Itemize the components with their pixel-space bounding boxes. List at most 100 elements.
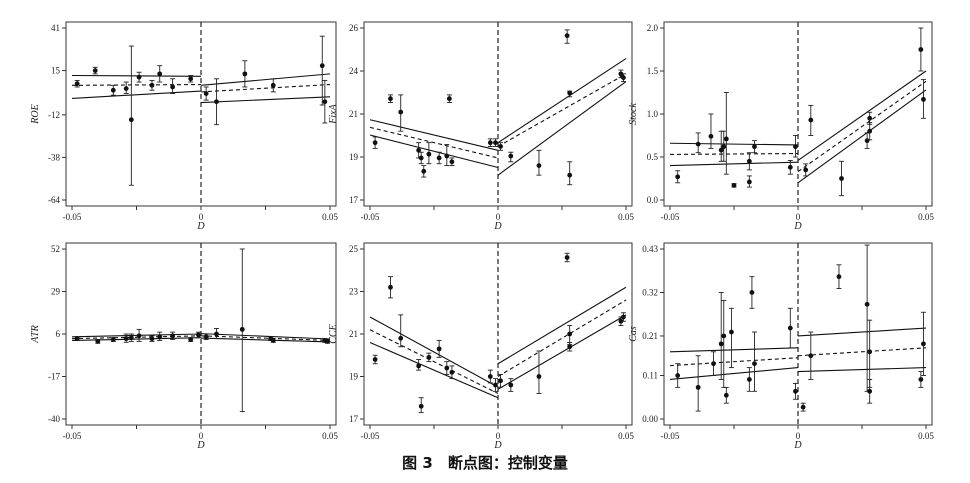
data-point [675,174,681,180]
data-point [867,388,873,394]
data-point [864,138,870,144]
x-tick-label: -0.05 [361,431,380,441]
data-point [723,392,729,398]
x-tick-label: 0 [796,431,801,441]
y-axis-label: Stock [628,103,639,125]
data-point [567,331,573,337]
data-point [136,74,142,80]
ci-upper-left [369,316,499,388]
chart-panel-roe: -0.05 0 0.05 -64 -38 -12 15 41 D ROE [30,21,338,232]
data-point [322,99,328,105]
data-point [325,338,330,344]
y-axis-label: ROE [30,104,41,124]
y-tick-label: 52 [51,244,60,254]
data-point [839,176,844,181]
data-point [110,337,116,342]
data-point [203,91,209,96]
fit-line-right [497,73,627,147]
x-tick-label: 0 [496,431,501,441]
y-tick-label: 1.0 [647,109,659,119]
x-axis-label: D [196,221,205,232]
ci-lower-right [497,81,627,176]
ci-upper-left [71,333,202,338]
ci-upper-left [669,347,799,353]
ci-lower-right [200,337,331,343]
data-point [128,117,134,123]
y-tick-label: 0.0 [647,195,659,205]
x-tick-label: 0.05 [322,212,338,222]
data-point [921,341,926,347]
data-point [136,333,142,339]
y-axis-label: Cas [628,326,639,342]
x-axis-label: D [493,440,502,451]
data-point [808,353,814,359]
data-point [418,155,424,161]
data-point [487,140,493,146]
data-point [74,336,80,342]
y-axis-label: CCE [328,324,339,343]
data-point [444,365,450,371]
data-point [864,301,870,307]
ci-lower-right [497,314,627,390]
data-point [426,354,432,360]
y-tick-label: 41 [51,23,60,33]
data-point [787,164,793,170]
ci-lower-right [797,89,927,184]
fit-line-left [71,83,202,86]
data-point [721,144,727,150]
fit-line-left [71,335,202,340]
y-tick-label: 24 [349,66,359,76]
x-axis-label: D [493,221,502,232]
data-point [446,96,452,102]
data-point [418,403,424,409]
data-point [867,128,873,134]
data-point [746,179,752,185]
data-point [803,167,809,173]
data-point [188,337,194,342]
data-point [498,378,503,384]
y-axis-label: ATR [30,325,41,343]
data-point [746,158,752,164]
data-point [416,147,422,153]
data-point [731,182,737,188]
y-tick-label: -17 [48,372,60,382]
data-point [787,325,793,331]
data-point [270,338,276,343]
data-point [157,334,163,340]
data-point [800,404,806,410]
y-tick-label: -12 [48,110,60,120]
data-point [508,153,514,159]
x-tick-label: 0.05 [918,212,934,222]
data-point [729,329,734,335]
data-point [752,144,757,150]
y-tick-label: 0.00 [642,414,658,424]
ci-upper-left [71,74,202,77]
ci-lower-left [369,134,499,169]
data-point [808,117,814,123]
data-point [239,326,245,332]
data-point [319,63,325,69]
data-point [92,68,98,73]
x-tick-label: 0.05 [918,431,934,441]
data-point [444,153,450,159]
data-point [157,71,163,77]
y-tick-label: 21 [349,109,358,119]
x-axis-label: D [196,440,205,451]
x-tick-label: -0.05 [661,431,680,441]
ci-lower-left [369,341,499,399]
x-axis-label: D [793,440,802,451]
data-point [398,109,404,115]
data-point [749,290,755,295]
data-point [718,341,724,347]
ci-upper-right [497,286,627,365]
ci-upper-right [797,70,927,161]
ci-lower-left [71,337,202,342]
y-tick-label: 19 [349,372,359,382]
data-point [398,335,404,341]
data-point [170,84,176,90]
data-point [564,255,570,260]
data-point [203,334,209,340]
data-point [793,388,798,394]
data-point [372,140,378,146]
